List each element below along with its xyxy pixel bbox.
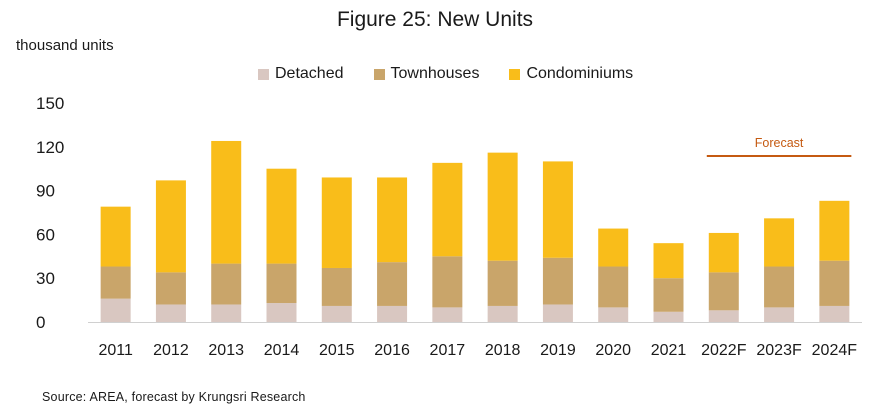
- bar-townhouses-2018: [487, 260, 518, 306]
- legend-item-townhouses: Townhouses: [373, 65, 480, 83]
- chart-title: Figure 25: New Units: [336, 8, 534, 31]
- bar-detached-2014: [266, 303, 297, 322]
- x-tick-label: 2024F: [812, 342, 858, 359]
- bar-condominiums-2018: [487, 152, 518, 261]
- bar-townhouses-2017: [432, 256, 463, 308]
- bar-detached-2023f: [764, 307, 795, 322]
- y-tick-label: 150: [36, 94, 64, 113]
- bar-condominiums-2013: [211, 140, 242, 264]
- bar-detached-2018: [487, 305, 518, 322]
- bar-detached-2022f: [708, 310, 739, 322]
- bar-detached-2020: [598, 307, 629, 322]
- bar-condominiums-2012: [155, 180, 186, 273]
- legend-swatch-townhouses: [373, 68, 385, 80]
- bar-condominiums-2022f: [708, 232, 739, 273]
- x-tick-label: 2015: [319, 342, 355, 359]
- bar-detached-2013: [211, 304, 242, 322]
- bar-condominiums-2020: [598, 228, 629, 267]
- x-tick-label: 2021: [651, 342, 687, 359]
- x-tick-label: 2016: [374, 342, 410, 359]
- x-tick-label: 2023F: [756, 342, 802, 359]
- legend-swatch-detached: [258, 68, 269, 80]
- x-tick-label: 2013: [208, 342, 244, 359]
- y-tick-label: 0: [36, 313, 45, 332]
- bar-detached-2016: [377, 305, 408, 322]
- bar-condominiums-2015: [321, 177, 352, 268]
- bar-townhouses-2012: [155, 272, 186, 305]
- x-tick-label: 2020: [595, 342, 631, 359]
- x-tick-label: 2014: [264, 342, 300, 359]
- bar-condominiums-2011: [100, 206, 131, 267]
- bar-condominiums-2021: [653, 243, 684, 279]
- y-tick-label: 120: [36, 138, 64, 157]
- bar-townhouses-2020: [598, 266, 629, 308]
- legend-item-detached: Detached: [258, 65, 344, 83]
- bar-detached-2012: [155, 304, 186, 322]
- bar-condominiums-2024f: [819, 200, 850, 261]
- bar-detached-2015: [321, 305, 352, 322]
- bar-detached-2021: [653, 311, 684, 322]
- y-axis-unit-label: thousand units: [16, 37, 114, 54]
- bar-townhouses-2014: [266, 263, 297, 304]
- bar-townhouses-2015: [321, 267, 352, 306]
- x-tick-label: 2018: [485, 342, 521, 359]
- bar-condominiums-2014: [266, 168, 297, 264]
- source-note: Source: AREA, forecast by Krungsri Resea…: [42, 390, 306, 404]
- x-tick-label: 2012: [153, 342, 189, 359]
- legend-item-condominiums: Condominiums: [509, 65, 633, 83]
- legend-swatch-condominiums: [509, 68, 521, 80]
- bar-detached-2024f: [819, 305, 850, 322]
- bar-townhouses-2011: [100, 266, 131, 299]
- y-tick-label: 90: [36, 182, 55, 201]
- bar-condominiums-2016: [377, 177, 408, 263]
- bar-detached-2017: [432, 307, 463, 322]
- bar-townhouses-2022f: [708, 272, 739, 311]
- legend-label-townhouses: Townhouses: [390, 65, 480, 82]
- bar-townhouses-2016: [377, 262, 408, 306]
- bar-townhouses-2024f: [819, 260, 850, 306]
- bar-townhouses-2023f: [764, 266, 795, 308]
- bar-condominiums-2017: [432, 162, 463, 257]
- y-tick-label: 30: [36, 269, 55, 288]
- bar-detached-2011: [100, 298, 131, 322]
- x-tick-label: 2011: [98, 342, 133, 359]
- x-tick-label: 2019: [540, 342, 576, 359]
- bar-condominiums-2019: [542, 161, 573, 258]
- legend-label-condominiums: Condominiums: [526, 65, 634, 82]
- chart-legend: Detached Townhouses Condominiums: [258, 65, 633, 83]
- bar-condominiums-2023f: [764, 218, 795, 267]
- x-tick-label: 2022F: [701, 342, 747, 359]
- bar-townhouses-2021: [653, 278, 684, 312]
- y-tick-label: 60: [36, 225, 55, 244]
- bar-townhouses-2019: [542, 257, 573, 305]
- bar-townhouses-2013: [211, 263, 242, 305]
- forecast-label: Forecast: [755, 136, 804, 150]
- x-tick-label: 2017: [430, 342, 466, 359]
- bar-detached-2019: [542, 304, 573, 322]
- legend-label-detached: Detached: [275, 65, 344, 82]
